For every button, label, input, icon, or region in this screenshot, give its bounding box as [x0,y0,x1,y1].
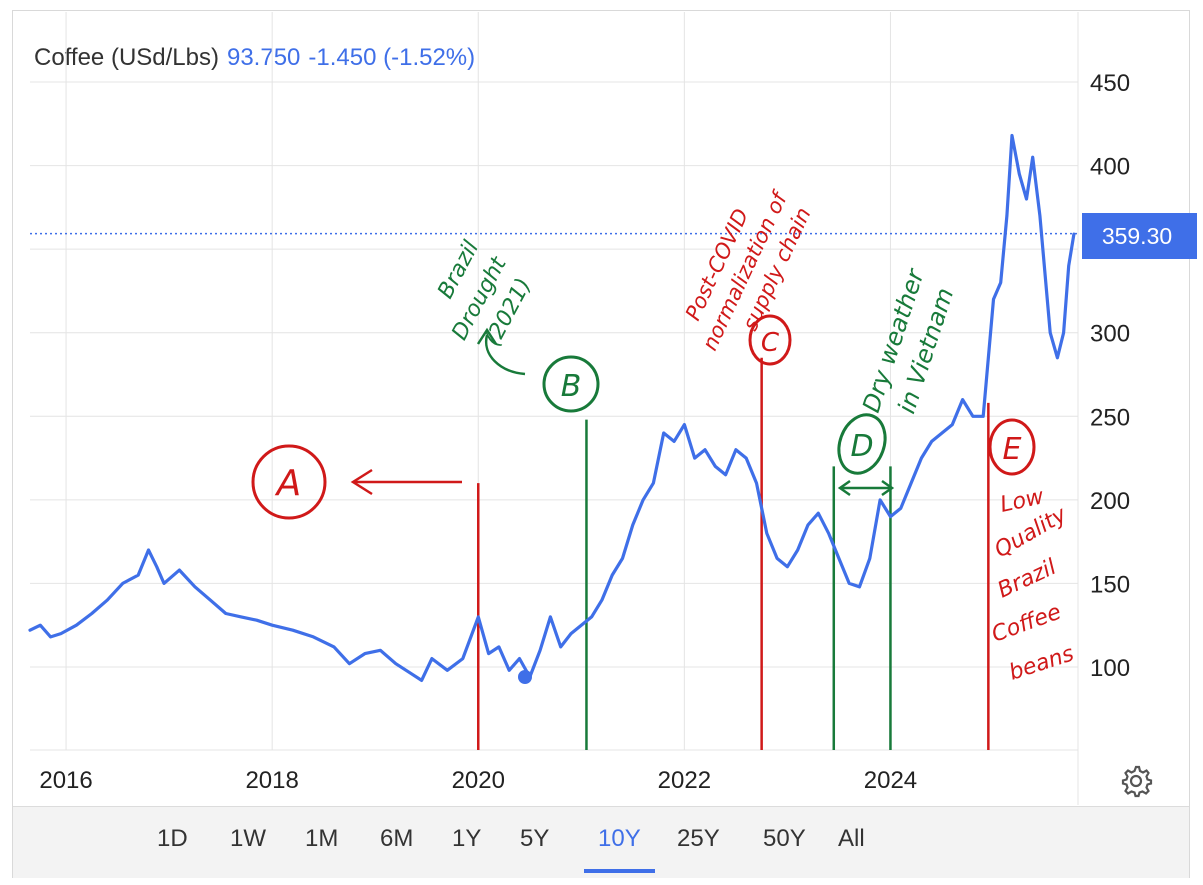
x-tick-label: 2020 [452,767,505,794]
annotation-b-marker: B [561,369,582,404]
range-5y-button[interactable]: 5Y [520,825,550,852]
current-value-tag: 359.30 [1082,213,1197,259]
y-axis: 100 150 200 250 300 400 450 [1090,70,1130,682]
annotation-d: D Dry weather in Vietnam [837,264,959,497]
range-1d-button[interactable]: 1D [157,825,188,852]
time-range-selector: 1D 1W 1M 6M 1Y 5Y 10Y 25Y 50Y All [13,807,1189,878]
annotation-c: C Post-COVID normalization of supply cha… [681,186,816,366]
annotation-a: A [251,444,462,520]
range-25y-button[interactable]: 25Y [677,825,720,852]
annotation-e: E Low Quality Brazil Coffee beans [988,418,1077,686]
annotation-a-marker: A [275,463,302,504]
x-tick-label: 2024 [864,767,917,794]
instrument-name: Coffee (USd/Lbs) [34,44,219,71]
range-10y-button[interactable]: 10Y [584,825,655,873]
chart-panel [12,10,1190,878]
x-tick-label: 2018 [245,767,298,794]
time-range-bar: 1D 1W 1M 6M 1Y 5Y 10Y 25Y 50Y All [13,806,1189,878]
annotation-e-marker: E [1003,432,1022,467]
quote-header: Coffee (USd/Lbs) 93.750 -1.450 (-1.52%) [34,44,475,72]
chart-grid [30,12,1079,805]
annotation-e-line-4: Coffee [989,600,1065,648]
range-1m-button[interactable]: 1M [305,825,339,852]
range-1w-button[interactable]: 1W [230,825,266,852]
x-tick-label: 2016 [39,767,92,794]
x-axis: 2016 2018 2020 2022 2024 [39,767,917,794]
gear-icon [1121,765,1153,798]
y-tick-label: 100 [1090,655,1130,682]
low-point-marker [518,670,532,684]
last-price: 93.750 [226,44,301,71]
y-tick-label: 200 [1090,488,1130,515]
y-tick-label: 250 [1090,404,1130,431]
annotation-e-line-5: beans [1006,641,1077,685]
y-tick-label: 300 [1090,321,1130,348]
settings-gear-icon[interactable] [1119,764,1153,798]
price-change: -1.450 (-1.52%) [308,44,476,71]
x-tick-label: 2022 [658,767,711,794]
y-tick-label: 150 [1090,571,1130,598]
current-value-label: 359.30 [1102,223,1172,249]
range-6m-button[interactable]: 6M [380,825,414,852]
y-tick-label: 400 [1090,154,1130,181]
annotation-b: B Brazil Drought (2021) [433,237,600,413]
annotation-d-marker: D [850,429,873,464]
range-50y-button[interactable]: 50Y [763,825,806,852]
range-all-button[interactable]: All [838,825,865,852]
y-tick-label: 450 [1090,70,1130,97]
price-series-line [28,133,1076,682]
annotation-c-marker: C [761,328,780,358]
range-1y-button[interactable]: 1Y [452,825,482,852]
